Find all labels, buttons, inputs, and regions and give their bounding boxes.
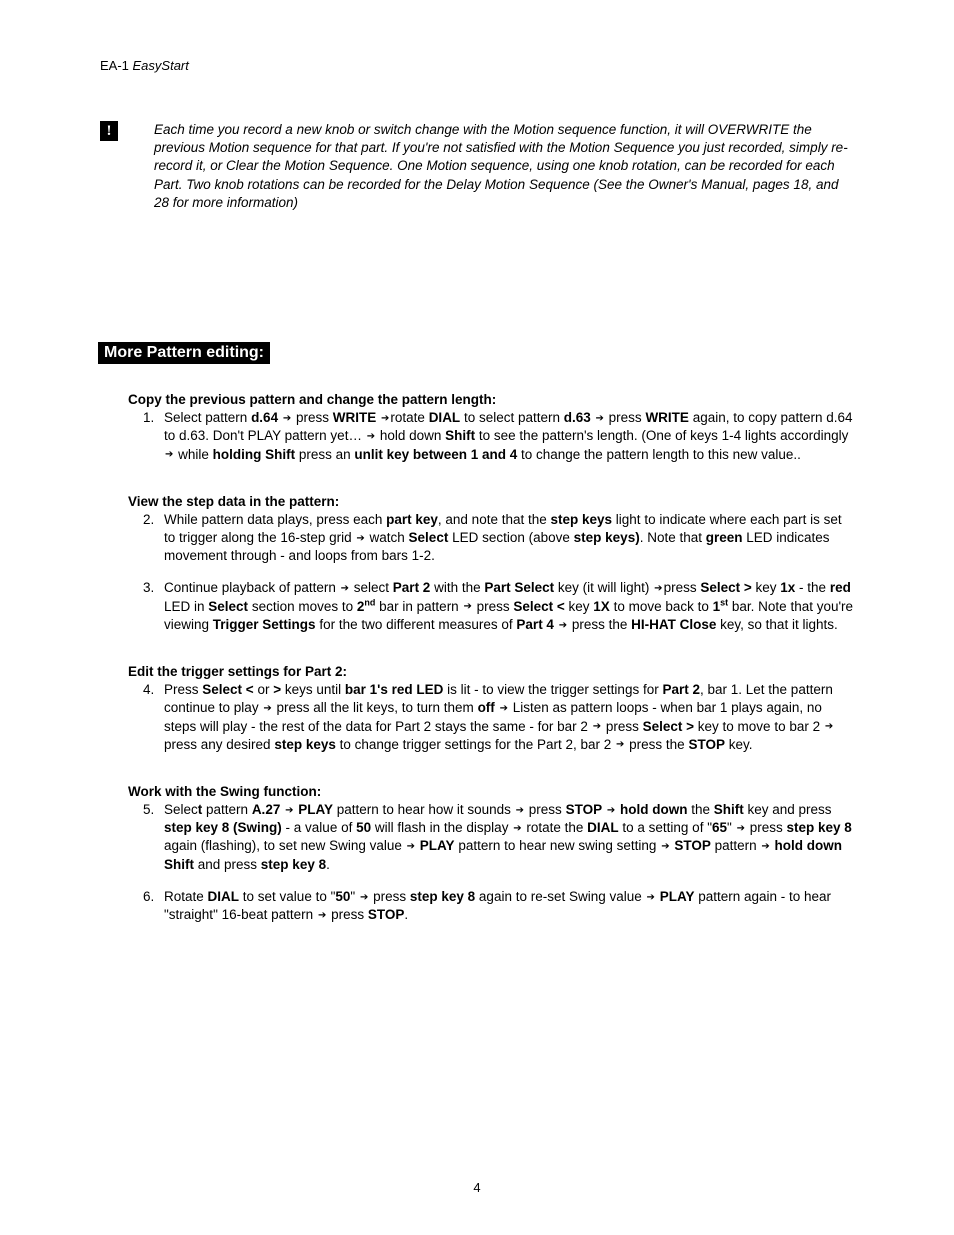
arrow-icon: ➔ xyxy=(317,910,327,921)
page-number: 4 xyxy=(0,1180,954,1195)
step-list-1: Select pattern d.64 ➔ press WRITE ➔rotat… xyxy=(100,409,854,464)
arrow-icon: ➔ xyxy=(359,892,369,903)
arrow-icon: ➔ xyxy=(615,739,625,750)
sub-heading-3: Edit the trigger settings for Part 2: xyxy=(128,664,854,679)
arrow-icon: ➔ xyxy=(592,721,602,732)
arrow-icon: ➔ xyxy=(262,703,272,714)
arrow-icon: ➔ xyxy=(462,601,472,612)
step-list-4: Select pattern A.27 ➔ PLAY pattern to he… xyxy=(100,801,854,924)
page-header: EA-1 EasyStart xyxy=(100,58,854,73)
arrow-icon: ➔ xyxy=(736,823,746,834)
caution-note: ! Each time you record a new knob or swi… xyxy=(100,121,854,212)
step-4: Press Select < or > keys until bar 1's r… xyxy=(158,681,854,754)
step-5: Select pattern A.27 ➔ PLAY pattern to he… xyxy=(158,801,854,874)
arrow-icon: ➔ xyxy=(499,703,509,714)
step-6: Rotate DIAL to set value to "50" ➔ press… xyxy=(158,888,854,924)
arrow-icon: ➔ xyxy=(515,805,525,816)
arrow-icon: ➔ xyxy=(660,841,670,852)
step-3: Continue playback of pattern ➔ select Pa… xyxy=(158,579,854,634)
arrow-icon: ➔ xyxy=(406,841,416,852)
step-list-3: Press Select < or > keys until bar 1's r… xyxy=(100,681,854,754)
sub-heading-4: Work with the Swing function: xyxy=(128,784,854,799)
arrow-icon: ➔ xyxy=(558,620,568,631)
caution-text: Each time you record a new knob or switc… xyxy=(154,121,854,212)
arrow-icon: ➔ xyxy=(282,413,292,424)
arrow-icon: ➔ xyxy=(284,805,294,816)
arrow-icon: ➔ xyxy=(164,449,174,460)
exclaim-icon: ! xyxy=(100,121,118,141)
arrow-icon: ➔ xyxy=(340,583,350,594)
arrow-icon: ➔ xyxy=(606,805,616,816)
arrow-icon: ➔ xyxy=(646,892,656,903)
step-list-2: While pattern data plays, press each par… xyxy=(100,511,854,634)
step-2: While pattern data plays, press each par… xyxy=(158,511,854,566)
sub-heading-1: Copy the previous pattern and change the… xyxy=(128,392,854,407)
arrow-icon: ➔ xyxy=(366,431,376,442)
arrow-icon: ➔ xyxy=(824,721,834,732)
arrow-icon: ➔ xyxy=(653,583,663,594)
header-prefix: EA-1 xyxy=(100,58,133,73)
document-page: EA-1 EasyStart ! Each time you record a … xyxy=(0,0,954,1235)
arrow-icon: ➔ xyxy=(380,413,390,424)
section-title: More Pattern editing: xyxy=(98,342,270,364)
arrow-icon: ➔ xyxy=(355,533,365,544)
header-italic: EasyStart xyxy=(133,58,189,73)
arrow-icon: ➔ xyxy=(595,413,605,424)
step-1: Select pattern d.64 ➔ press WRITE ➔rotat… xyxy=(158,409,854,464)
arrow-icon: ➔ xyxy=(760,841,770,852)
arrow-icon: ➔ xyxy=(512,823,522,834)
sub-heading-2: View the step data in the pattern: xyxy=(128,494,854,509)
